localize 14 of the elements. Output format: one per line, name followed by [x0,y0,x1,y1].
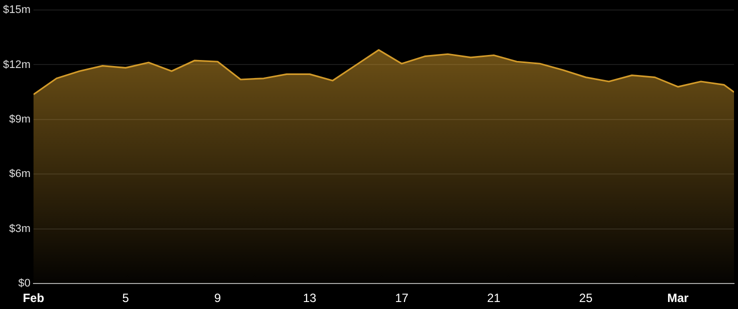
y-tick-label: $0 [18,278,31,290]
x-tick-label: Feb [22,291,44,306]
x-tick-label: Mar [667,291,689,306]
x-tick-label: 25 [579,291,593,306]
x-tick-label: 5 [122,291,130,306]
x-tick-label: 9 [214,291,222,306]
y-tick-label: $6m [9,168,31,180]
x-tick-label: 17 [395,291,409,306]
y-tick-label: $15m [2,4,31,16]
y-tick-label: $3m [9,222,31,235]
x-tick-label: 13 [303,291,317,306]
y-tick-label: $9m [9,113,31,126]
x-tick-label: 21 [487,291,501,306]
y-tick-label: $12m [2,58,31,71]
